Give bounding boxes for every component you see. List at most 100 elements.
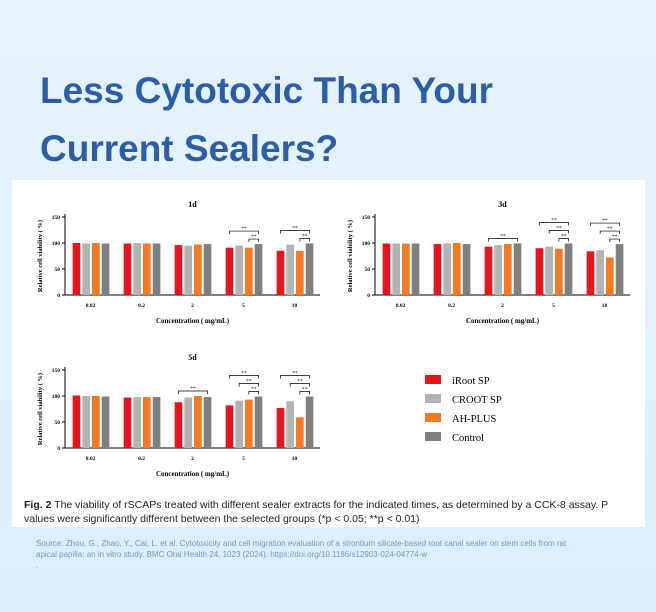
bar [194,244,202,295]
significance-bracket [289,383,310,387]
x-tick-label: 2 [191,456,194,462]
bar [296,417,304,448]
caption: Fig. 2 The viability of rSCAPs treated w… [24,498,634,526]
bar [123,243,132,295]
significance-bracket [280,230,310,234]
bar [494,245,502,295]
significance-bracket [229,375,259,379]
significance-bracket [488,238,518,242]
bar [545,246,553,295]
significance-label: ** [251,387,257,393]
significance-label: ** [602,218,608,224]
x-tick-label: 5 [552,303,555,309]
significance-label: ** [292,371,298,377]
figure-panel: 1d Relative cell viability ( %) Concentrat… [12,180,645,527]
x-tick-label: 5 [242,303,245,309]
bar [235,245,243,295]
significance-bracket [248,238,259,243]
significance-label: ** [302,234,308,240]
y-tick-label: 0 [57,446,60,452]
bar [184,397,192,448]
bar [152,243,161,295]
chart-title: 1d [188,200,197,209]
bar [305,396,314,448]
bar [92,243,100,295]
significance-label: ** [292,226,298,232]
bar [286,244,294,295]
x-axis-label: Concentration ( mg/mL) [466,317,540,325]
significance-label: ** [500,234,506,240]
y-tick-label: 150 [52,368,61,374]
bar [203,244,212,295]
x-tick-label: 0.2 [138,456,145,462]
bar [276,407,285,448]
bar [462,244,471,295]
bar [133,243,141,295]
bar [123,397,132,448]
significance-label: ** [551,218,557,224]
legend-swatch [425,375,441,384]
chart-title: 5d [188,353,197,362]
bar [433,244,442,295]
x-tick-label: 0.02 [86,303,96,309]
x-axis-label: Concentration ( mg/mL) [156,317,230,325]
bar [72,395,81,448]
bar [133,397,141,448]
bar [615,244,624,295]
y-tick-label: 0 [367,293,370,299]
x-tick-label: 2 [191,303,194,309]
bar [72,243,81,295]
bar [152,397,161,448]
bar [174,402,183,448]
x-tick-label: 5 [242,456,245,462]
significance-label: ** [241,226,247,232]
y-axis-label: Relative cell viability ( %) [37,220,44,292]
bar [235,400,243,448]
significance-bracket [539,222,569,226]
bar [606,257,614,295]
bar [513,243,522,295]
bar [411,243,420,295]
bar [245,399,253,448]
bar [586,251,595,295]
bar [254,244,263,295]
caption-text: The viability of rSCAPs treated with dif… [24,499,608,525]
legend-label: CROOT SP [452,395,502,406]
x-tick-label: 0.2 [138,303,145,309]
bar [392,243,400,295]
charts: 1d Relative cell viability ( %) Concentrat… [37,200,630,478]
significance-bracket [248,391,259,395]
y-tick-label: 0 [57,293,60,299]
y-tick-label: 150 [52,215,61,221]
significance-bracket [548,230,569,234]
legend-swatch [425,394,441,403]
bar [174,245,183,295]
bar [382,243,391,295]
bar [245,247,253,295]
y-tick-label: 100 [362,241,371,247]
significance-label: ** [297,379,303,385]
y-tick-label: 50 [365,267,371,273]
significance-label: ** [251,234,257,240]
bar [443,243,451,295]
significance-label: ** [190,386,196,392]
bar [184,245,192,295]
significance-label: ** [612,234,618,240]
significance-bracket [229,230,259,235]
significance-bracket [299,391,310,395]
caption-label: Fig. 2 [24,499,52,511]
bar [92,396,100,448]
bar [286,401,294,448]
bar [305,243,314,295]
bar [535,248,544,295]
significance-label: ** [607,226,613,232]
y-tick-label: 150 [362,215,371,221]
headline: Less Cytotoxic Than Your Current Sealers… [40,70,493,169]
x-tick-label: 0.02 [86,456,96,462]
source-end: . [36,561,39,570]
bar [402,243,410,295]
bar [225,405,234,448]
significance-bracket [178,390,208,394]
significance-label: ** [302,387,308,393]
